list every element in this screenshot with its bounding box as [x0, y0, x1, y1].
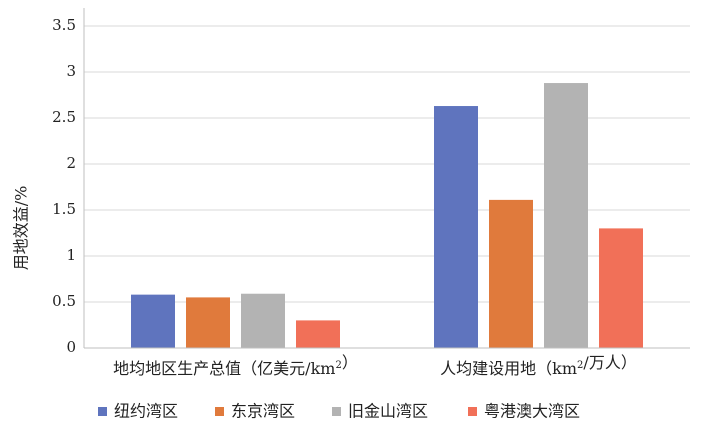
bar-4-1: [296, 320, 340, 348]
bar-1-1: [131, 294, 175, 348]
bars: [131, 83, 643, 348]
y-tick-labels: 0 0.5 1 1.5 2 2.5 3 3.5: [52, 16, 76, 356]
y-tick-label: 0: [66, 338, 76, 356]
legend-item-2: 东京湾区: [215, 402, 295, 421]
x-category-label: 人均建设用地（km2/万人）: [440, 353, 637, 378]
legend-label: 粤港澳大湾区: [484, 402, 580, 421]
x-category-labels: 地均地区生产总值（亿美元/km2） 人均建设用地（km2/万人）: [113, 353, 637, 378]
bar-3-2: [544, 83, 588, 348]
bar-2-2: [489, 199, 533, 348]
y-tick-label: 2.5: [52, 108, 76, 126]
bar-2-1: [186, 297, 230, 348]
legend-label: 旧金山湾区: [348, 402, 428, 421]
legend-swatch: [98, 407, 107, 416]
legend-label: 纽约湾区: [114, 402, 178, 421]
y-axis-label: 用地效益/%: [12, 186, 31, 271]
bar-4-2: [599, 228, 643, 348]
y-tick-label: 1: [66, 246, 76, 264]
legend-swatch: [215, 407, 224, 416]
y-tick-label: 3.5: [52, 16, 76, 34]
legend-label: 东京湾区: [231, 402, 295, 421]
legend: 纽约湾区 东京湾区 旧金山湾区 粤港澳大湾区: [98, 402, 580, 421]
legend-item-1: 纽约湾区: [98, 402, 178, 421]
y-tick-label: 2: [66, 154, 76, 172]
y-tick-label: 1.5: [52, 200, 76, 218]
bar-3-1: [241, 293, 285, 348]
legend-swatch: [332, 407, 341, 416]
bar-1-2: [434, 106, 478, 348]
y-tick-label: 3: [66, 62, 76, 80]
y-tick-label: 0.5: [52, 292, 76, 310]
legend-swatch: [468, 407, 477, 416]
gridlines: [84, 25, 690, 303]
legend-item-3: 旧金山湾区: [332, 402, 428, 421]
axes: [83, 8, 690, 349]
x-category-label: 地均地区生产总值（亿美元/km2）: [113, 353, 358, 378]
legend-item-4: 粤港澳大湾区: [468, 402, 580, 421]
